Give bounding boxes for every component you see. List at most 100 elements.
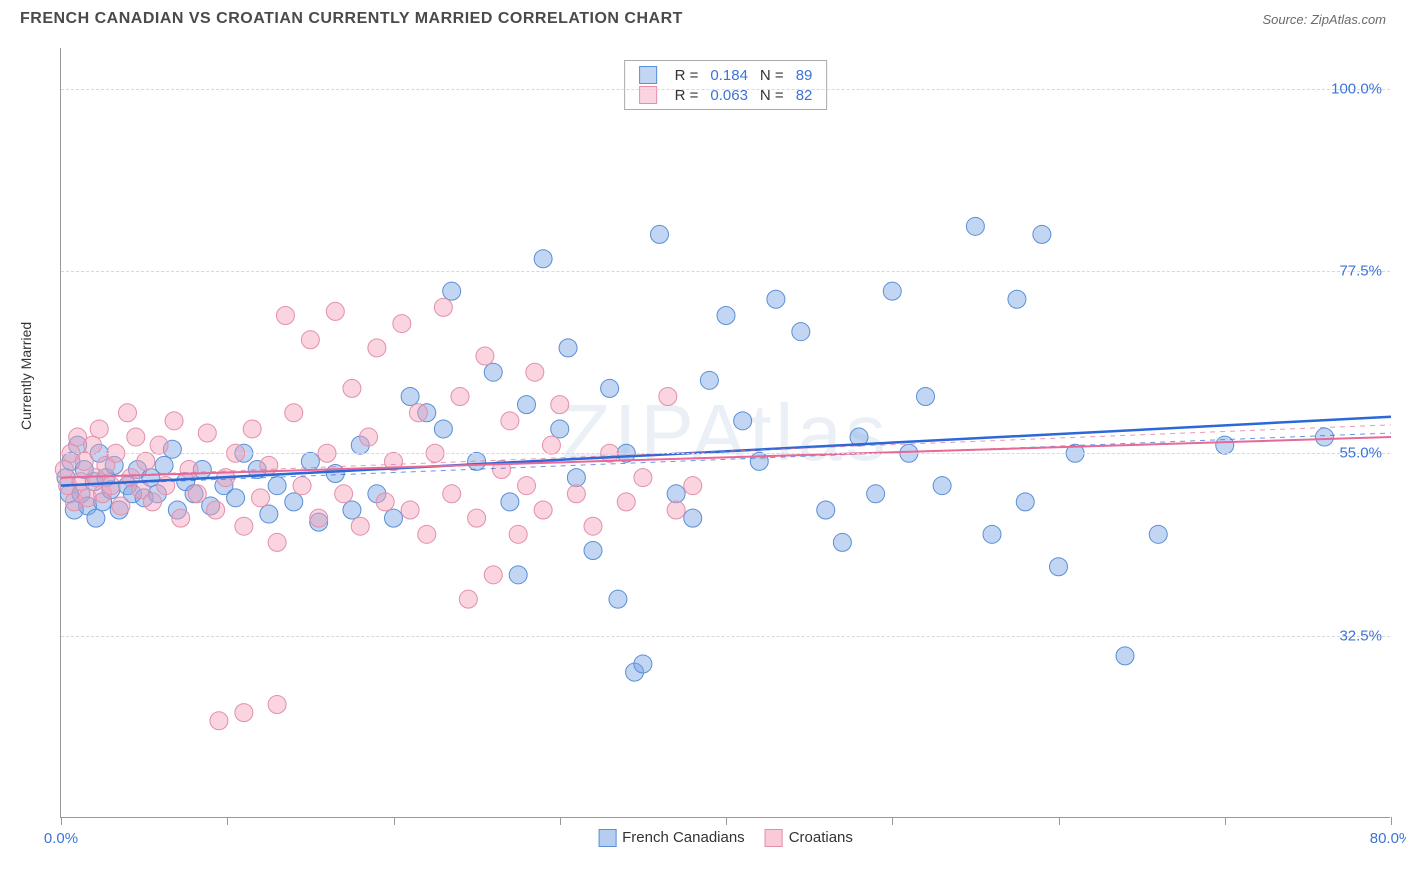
data-point: [343, 379, 361, 397]
x-tick: [227, 817, 228, 825]
data-point: [368, 339, 386, 357]
data-point: [867, 485, 885, 503]
data-point: [268, 533, 286, 551]
trend-line: [61, 437, 1391, 478]
data-point: [518, 396, 536, 414]
y-tick-label: 100.0%: [1331, 80, 1382, 97]
data-point: [917, 388, 935, 406]
data-point: [792, 323, 810, 341]
data-point: [119, 404, 137, 422]
gridline: [61, 453, 1390, 454]
data-point: [966, 217, 984, 235]
data-point: [983, 525, 1001, 543]
data-point: [188, 485, 206, 503]
data-point: [659, 388, 677, 406]
x-tick: [61, 817, 62, 825]
legend-label: French Canadians: [622, 829, 745, 846]
data-point: [518, 477, 536, 495]
data-point: [459, 590, 477, 608]
data-point: [285, 493, 303, 511]
data-point: [165, 412, 183, 430]
data-point: [393, 315, 411, 333]
data-point: [207, 501, 225, 519]
data-point: [1149, 525, 1167, 543]
data-point: [326, 465, 344, 483]
x-max-label: 80.0%: [1370, 830, 1406, 847]
data-point: [293, 477, 311, 495]
data-point: [559, 339, 577, 357]
data-point: [443, 282, 461, 300]
data-point: [112, 497, 130, 515]
y-tick-label: 77.5%: [1339, 262, 1382, 279]
data-point: [534, 501, 552, 519]
data-point: [1016, 493, 1034, 511]
data-point: [276, 306, 294, 324]
data-point: [127, 428, 145, 446]
y-tick-label: 32.5%: [1339, 627, 1382, 644]
data-point: [1316, 428, 1334, 446]
y-tick-label: 55.0%: [1339, 445, 1382, 462]
data-point: [609, 590, 627, 608]
data-point: [734, 412, 752, 430]
x-tick: [394, 817, 395, 825]
data-point: [75, 452, 93, 470]
data-point: [1033, 225, 1051, 243]
data-point: [1050, 558, 1068, 576]
data-point: [55, 460, 73, 478]
data-point: [717, 306, 735, 324]
data-point: [243, 420, 261, 438]
data-point: [310, 509, 328, 527]
data-point: [90, 420, 108, 438]
source-attribution: Source: ZipAtlas.com: [1262, 12, 1386, 27]
x-tick: [1225, 817, 1226, 825]
correlation-legend-box: R =0.184N =89R =0.063N =82: [624, 60, 828, 110]
data-point: [468, 509, 486, 527]
data-point: [252, 489, 270, 507]
data-point: [301, 331, 319, 349]
data-point: [351, 517, 369, 535]
data-point: [326, 302, 344, 320]
data-point: [401, 388, 419, 406]
r-label: R =: [675, 67, 699, 84]
data-point: [434, 298, 452, 316]
data-point: [584, 542, 602, 560]
data-point: [667, 501, 685, 519]
series-legend: French Canadians Croatians: [598, 829, 853, 847]
data-point: [285, 404, 303, 422]
data-point: [335, 485, 353, 503]
data-point: [750, 452, 768, 470]
legend-stat-row: R =0.184N =89: [639, 65, 813, 85]
data-point: [268, 696, 286, 714]
data-point: [634, 469, 652, 487]
chart-plot-area: ZIPAtlas R =0.184N =89R =0.063N =82 Fren…: [60, 48, 1390, 818]
data-point: [551, 420, 569, 438]
data-point: [210, 712, 228, 730]
data-point: [84, 436, 102, 454]
data-point: [260, 505, 278, 523]
data-point: [476, 347, 494, 365]
data-point: [684, 509, 702, 527]
data-point: [468, 452, 486, 470]
data-point: [534, 250, 552, 268]
data-point: [584, 517, 602, 535]
x-tick: [1059, 817, 1060, 825]
data-point: [150, 436, 168, 454]
data-point: [360, 428, 378, 446]
data-point: [767, 290, 785, 308]
x-tick: [892, 817, 893, 825]
legend-item: French Canadians: [598, 829, 745, 847]
data-point: [143, 493, 161, 511]
x-tick: [1391, 817, 1392, 825]
data-point: [227, 489, 245, 507]
n-label: N =: [760, 67, 784, 84]
data-point: [102, 477, 120, 495]
data-point: [684, 477, 702, 495]
data-point: [526, 363, 544, 381]
gridline: [61, 636, 1390, 637]
legend-label: Croatians: [789, 829, 853, 846]
gridline: [61, 89, 1390, 90]
data-point: [700, 371, 718, 389]
data-point: [1116, 647, 1134, 665]
data-point: [180, 460, 198, 478]
legend-item: Croatians: [765, 829, 853, 847]
